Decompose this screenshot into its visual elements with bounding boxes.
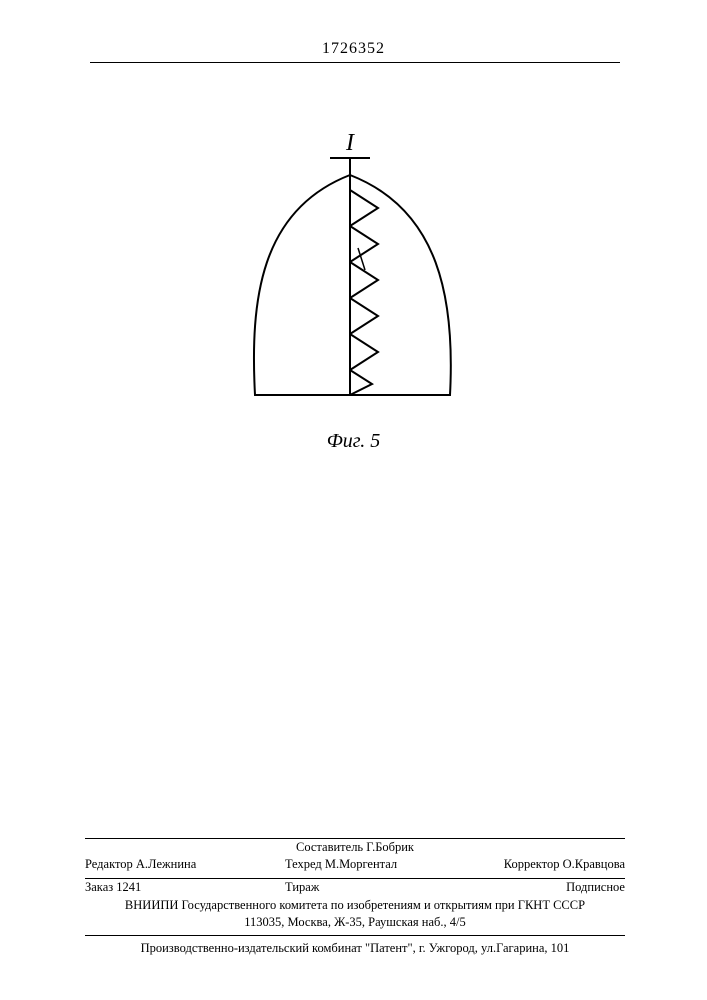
address-line: 113035, Москва, Ж-35, Раушская наб., 4/5 — [85, 914, 625, 931]
tirazh-label: Тираж — [285, 879, 319, 896]
footer-rule-3 — [85, 935, 625, 936]
compiler-line: Составитель Г.Бобрик — [85, 839, 625, 856]
figure-label-I: I — [345, 130, 355, 156]
subscribe-label: Подписное — [566, 879, 625, 896]
techred-line: Техред М.Моргентал — [285, 856, 397, 873]
vniipi-line: ВНИИПИ Государственного комитета по изоб… — [85, 897, 625, 914]
editor-line: Редактор А.Лежнина — [85, 856, 196, 873]
figure-5-svg: I — [200, 120, 500, 420]
patent-number: 1726352 — [0, 40, 707, 58]
order-number: Заказ 1241 — [85, 879, 141, 896]
header-underline — [90, 62, 620, 63]
figure-caption: Фиг. 5 — [0, 430, 707, 453]
printer-line: Производственно-издательский комбинат "П… — [85, 940, 625, 957]
corrector-line: Корректор О.Кравцова — [504, 856, 625, 873]
